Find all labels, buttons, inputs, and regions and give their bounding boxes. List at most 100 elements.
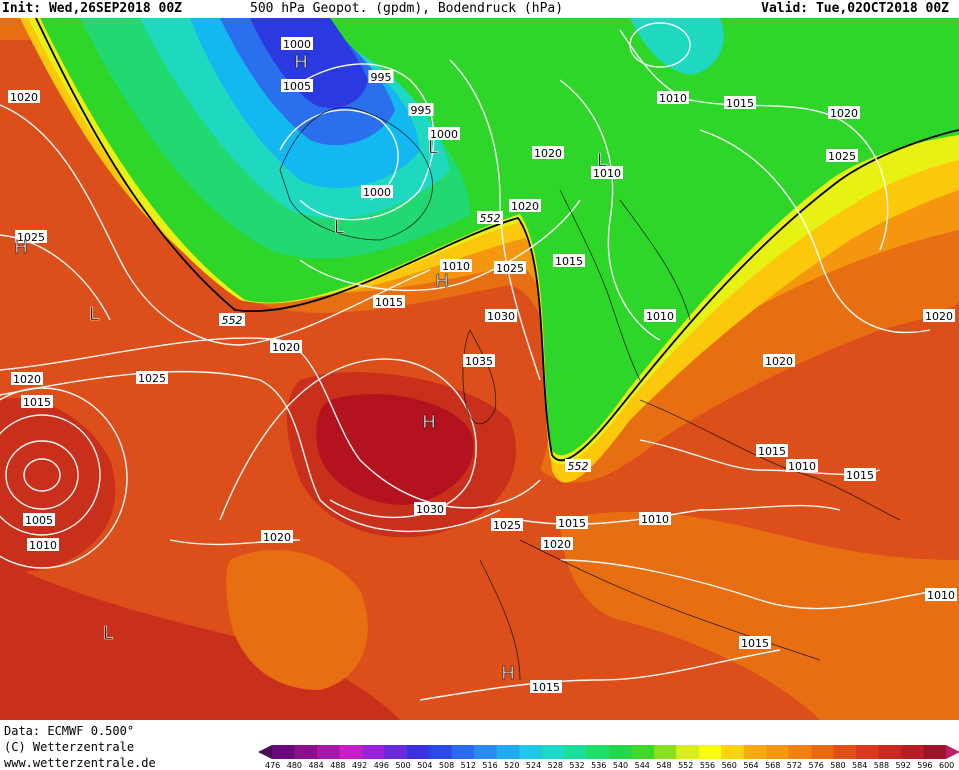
colorbar-cell	[451, 745, 475, 759]
header-bar: Init: Wed,26SEP2018 00Z 500 hPa Geopot. …	[0, 0, 959, 18]
colorbar-cell	[788, 745, 812, 759]
colorbar-cell	[743, 745, 767, 759]
colorbar-tick-label: 500	[395, 761, 411, 770]
isobar-label-text: 1015	[555, 255, 583, 268]
isobar-label: 1005	[23, 513, 55, 527]
map-canvas: 1000100599599510001000102010251020101010…	[0, 18, 959, 720]
colorbar-cell	[923, 745, 947, 759]
colorbar-tick-label: 568	[765, 761, 781, 770]
isobar-label: 1025	[491, 518, 523, 532]
colorbar-cell	[272, 745, 295, 759]
isobar-label-text: 1020	[543, 538, 571, 551]
colorbar-tick-label: 504	[417, 761, 433, 770]
contour-label: 552	[219, 313, 245, 327]
isobar-label-text: 1025	[828, 150, 856, 163]
colorbar-cell	[474, 745, 498, 759]
colorbar-cell	[564, 745, 588, 759]
contour-label-text: 552	[222, 314, 243, 327]
isobar-label: 1015	[724, 96, 756, 110]
isobar-label-text: 1020	[511, 200, 539, 213]
isobar-label-text: 1010	[442, 260, 470, 273]
isobar-label: 1035	[463, 354, 495, 368]
colorbar-cell	[496, 745, 520, 759]
isobar-label-text: 1020	[13, 373, 41, 386]
field-h576-midatlantic	[226, 550, 368, 690]
colorbar-cell	[519, 745, 543, 759]
colorbar-tick-label: 576	[808, 761, 824, 770]
isobar-label: 1020	[923, 309, 955, 323]
colorbar-tick-label: 512	[460, 761, 476, 770]
colorbar-tick-label: 540	[612, 761, 629, 770]
colorbar-tick-label: 580	[830, 761, 846, 770]
isobar-label: 1000	[281, 37, 313, 51]
isobar-label-text: 1000	[363, 186, 391, 199]
colorbar-tick-label: 588	[873, 761, 890, 770]
isobar-label-text: 1020	[272, 341, 300, 354]
high-pressure-marker: H	[14, 237, 28, 258]
contour-label: 552	[565, 459, 591, 473]
isobar-label-text: 1010	[927, 589, 955, 602]
colorbar-tick-label: 572	[786, 761, 803, 770]
isobar-label: 1010	[27, 538, 59, 552]
colorbar-tick-label: 548	[656, 761, 672, 770]
isobar-label-text: 1025	[138, 372, 166, 385]
field-h592-west	[0, 398, 116, 575]
isobar-label: 1020	[541, 537, 573, 551]
isobar-label: 1010	[639, 512, 671, 526]
isobar-label-text: 1020	[765, 355, 793, 368]
contour-label-text: 552	[480, 212, 501, 225]
field-h576-southeast	[560, 511, 959, 720]
isobar-label-text: 1010	[641, 513, 669, 526]
isobar-label-text: 1010	[646, 310, 674, 323]
isobar-label-text: 1000	[283, 38, 311, 51]
colorbar-cell	[294, 745, 318, 759]
isobar-label-text: 995	[371, 71, 392, 84]
high-pressure-marker: H	[422, 412, 436, 433]
isobar-label-text: 1015	[846, 469, 874, 482]
contour-label-text: 552	[568, 460, 589, 473]
colorbar-tick-label: 600	[939, 761, 955, 770]
isobar-label-text: 1020	[10, 91, 38, 104]
colorbar-tick-label: 532	[569, 761, 585, 770]
isobar-label-text: 1020	[830, 107, 858, 120]
isobar-label: 1010	[925, 588, 957, 602]
isobar-label: 1020	[509, 199, 541, 213]
isobar-label: 1020	[8, 90, 40, 104]
isobar-label: 1015	[556, 516, 588, 530]
colorbar-cell	[811, 745, 835, 759]
colorbar-tick-label: 496	[373, 761, 389, 770]
isobar-label: 1015	[739, 636, 771, 650]
isobar-label: 1020	[11, 372, 43, 386]
map-title: 500 hPa Geopot. (gpdm), Bodendruck (hPa)	[250, 1, 564, 16]
website-url: www.wetterzentrale.de	[4, 756, 156, 770]
isobar-label: 1010	[591, 166, 623, 180]
colorbar-cell	[856, 745, 880, 759]
isobar-label: 1030	[485, 309, 517, 323]
colorbar-cell	[721, 745, 745, 759]
colorbar-tick-label: 516	[482, 761, 498, 770]
isobar-label-text: 1025	[496, 262, 524, 275]
isobar-label: 1015	[373, 295, 405, 309]
colorbar-cell	[609, 745, 632, 759]
valid-time: Valid: Tue,02OCT2018 00Z	[761, 1, 949, 16]
isobar-label: 1010	[657, 91, 689, 105]
colorbar-cell	[339, 745, 363, 759]
colorbar-tick-label: 560	[721, 761, 737, 770]
isobar-label-text: 1005	[283, 80, 311, 93]
isobar-label: 995	[368, 70, 394, 84]
colorbar-cell	[586, 745, 610, 759]
isobar-label: 1010	[644, 309, 676, 323]
field-h532-east	[630, 18, 724, 75]
colorbar-tick-label: 524	[525, 761, 542, 770]
pressure-centers: H L L L H H L H L H	[14, 52, 607, 685]
contour-552	[35, 18, 959, 462]
copyright: (C) Wetterzentrale	[4, 740, 135, 754]
colorbar-max-arrow	[946, 745, 959, 759]
colorbar-tick-label: 492	[351, 761, 368, 770]
isobar-label: 1025	[136, 371, 168, 385]
isobar-label-text: 1020	[534, 147, 562, 160]
contour-label: 552	[477, 211, 503, 225]
contour-labels: 552 552 552	[219, 211, 591, 473]
isobar-label: 1030	[414, 502, 446, 516]
isobar-label: 995	[408, 103, 434, 117]
